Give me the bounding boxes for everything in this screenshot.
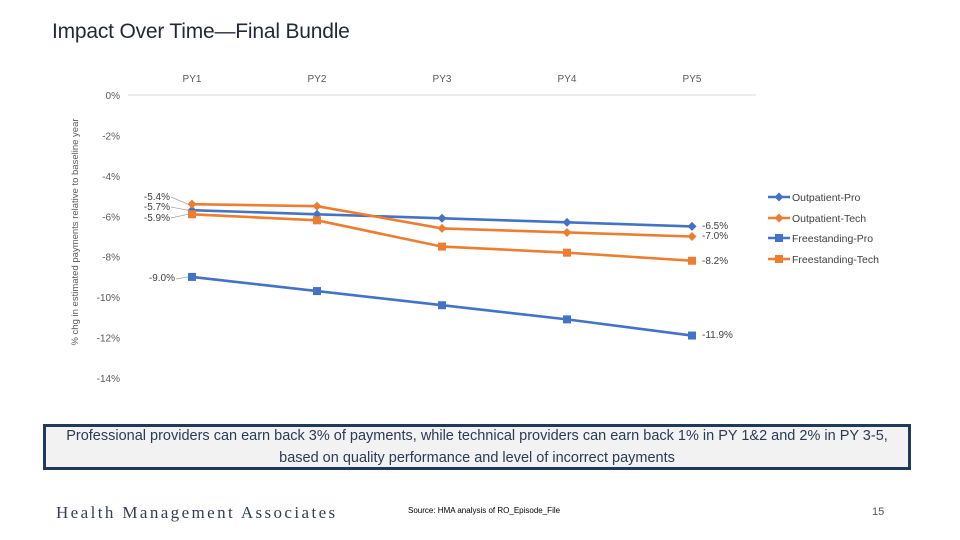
leader-line xyxy=(175,276,189,280)
y-tick-label: -10% xyxy=(97,293,120,304)
data-label: -11.9% xyxy=(702,330,733,341)
series-outpatient-tech xyxy=(187,199,697,241)
series-freestanding-pro xyxy=(188,272,696,340)
data-point xyxy=(563,315,571,324)
y-axis-label: % chg in estimated payments relative to … xyxy=(70,118,81,345)
x-tick-label: PY5 xyxy=(683,74,702,85)
data-point xyxy=(438,301,446,310)
legend-label: Outpatient-Pro xyxy=(792,192,860,204)
data-point xyxy=(688,331,696,340)
data-label: -9.0% xyxy=(149,273,175,284)
data-point xyxy=(313,216,321,225)
legend-marker xyxy=(774,213,784,223)
data-point xyxy=(563,248,571,257)
page-number: 15 xyxy=(872,506,885,518)
leader-line xyxy=(170,196,189,205)
x-tick-label: PY4 xyxy=(558,74,577,85)
data-point xyxy=(687,232,697,241)
y-tick-label: -14% xyxy=(97,374,120,385)
legend-label: Freestanding-Tech xyxy=(792,254,879,266)
legend-label: Freestanding-Pro xyxy=(792,233,873,245)
data-point xyxy=(562,227,572,237)
y-tick-label: -2% xyxy=(102,131,120,142)
slide-title: Impact Over Time—Final Bundle xyxy=(52,20,350,43)
legend-marker xyxy=(775,255,783,263)
data-point xyxy=(562,217,572,227)
line-chart: 0% -2% -4% -6% -8% -10% -12% -14% PY1 PY2 PY3 PY4 P… xyxy=(70,74,879,385)
data-label: -8.2% xyxy=(702,256,728,267)
leader-line xyxy=(170,213,189,219)
legend-label: Outpatient-Tech xyxy=(792,213,866,225)
y-tick-label: -6% xyxy=(102,212,120,223)
x-tick-label: PY1 xyxy=(183,74,202,85)
x-tick-label: PY2 xyxy=(308,74,327,85)
x-tick-label: PY3 xyxy=(433,74,452,85)
legend-item-freestanding-tech: Freestanding-Tech xyxy=(768,254,879,266)
data-point xyxy=(437,213,447,223)
company-logo: Health Management Associates xyxy=(56,503,338,522)
leader-line xyxy=(170,206,189,211)
y-tick-label: -12% xyxy=(97,334,120,345)
data-point xyxy=(688,256,696,265)
data-point xyxy=(437,223,447,233)
legend-item-outpatient-tech: Outpatient-Tech xyxy=(768,213,866,225)
legend-marker xyxy=(774,192,784,202)
y-tick-label: 0% xyxy=(106,91,121,102)
source-note: Source: HMA analysis of RO_Episode_File xyxy=(408,506,561,515)
data-point xyxy=(312,201,322,211)
data-point xyxy=(187,199,197,209)
data-label: -5.7% xyxy=(144,202,170,213)
data-label: -6.5% xyxy=(702,221,728,232)
data-point xyxy=(188,210,196,219)
legend-marker xyxy=(775,234,783,242)
data-label: -7.0% xyxy=(702,231,728,242)
y-tick-label: -4% xyxy=(102,172,120,183)
legend-item-outpatient-pro: Outpatient-Pro xyxy=(768,192,860,204)
callout-note: Professional providers can earn back 3% … xyxy=(43,424,911,470)
legend-item-freestanding-pro: Freestanding-Pro xyxy=(768,233,873,245)
y-tick-label: -8% xyxy=(102,253,120,264)
data-point xyxy=(188,272,196,281)
data-point xyxy=(313,287,321,296)
data-point xyxy=(687,221,697,231)
series-freestanding-tech xyxy=(188,210,696,265)
data-point xyxy=(438,242,446,251)
data-label: -5.4% xyxy=(144,192,170,203)
data-label: -5.9% xyxy=(144,213,170,224)
